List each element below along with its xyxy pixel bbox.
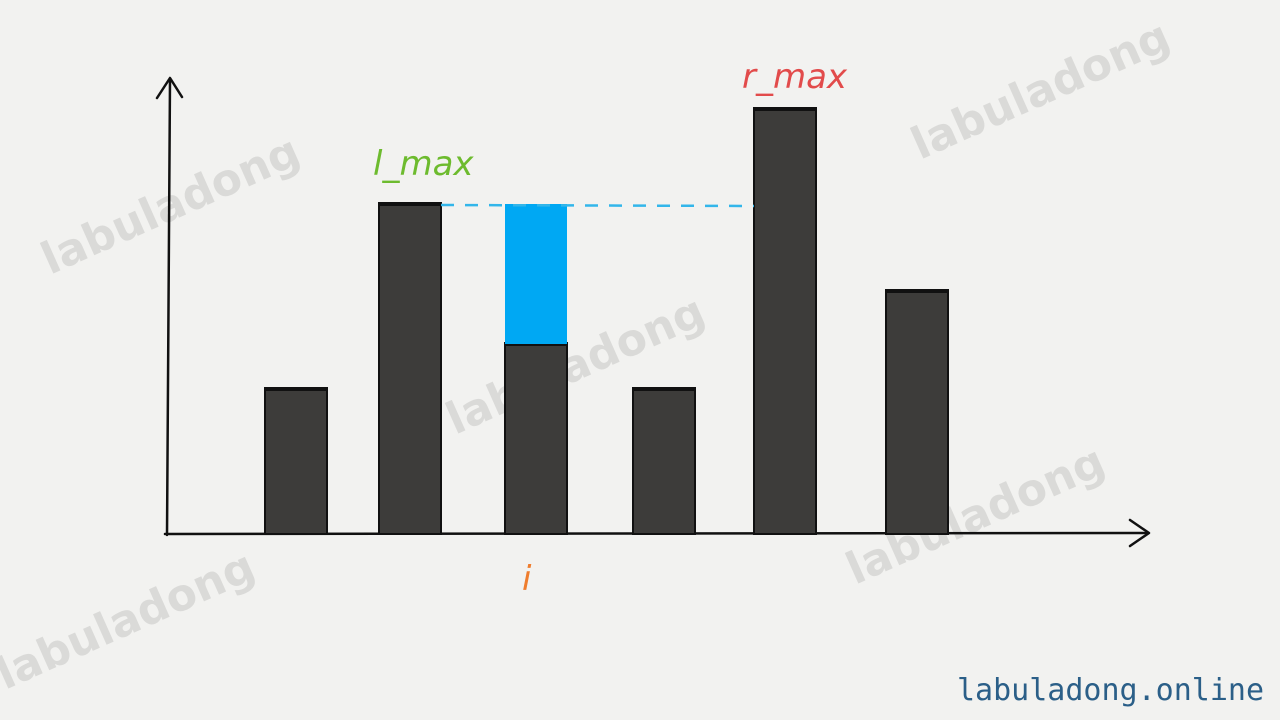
bars-group [264,107,949,535]
y-axis [165,78,172,537]
left-max-label: l_max [373,144,474,184]
water-level-dashed-line [440,203,755,208]
bar-1 [378,203,442,535]
watermark-text: labuladong [904,11,1178,170]
bar-5 [885,290,949,535]
right-max-label: r_max [742,57,848,97]
bar-0 [264,388,328,535]
watermark-text: labuladong [839,436,1113,595]
bar-4 [753,108,817,535]
footer-site-link[interactable]: labuladong.online [956,673,1264,708]
water-group [440,203,755,344]
bar-2 [504,343,568,535]
watermark-text: labuladong [0,541,262,700]
bar-3 [632,388,696,535]
y-axis-arrowhead [155,76,184,100]
x-axis-arrowhead [1128,518,1151,548]
water-block [505,204,567,344]
index-label: i [522,559,532,599]
watermark-group: labuladong labuladong labuladong labulad… [0,11,1177,700]
